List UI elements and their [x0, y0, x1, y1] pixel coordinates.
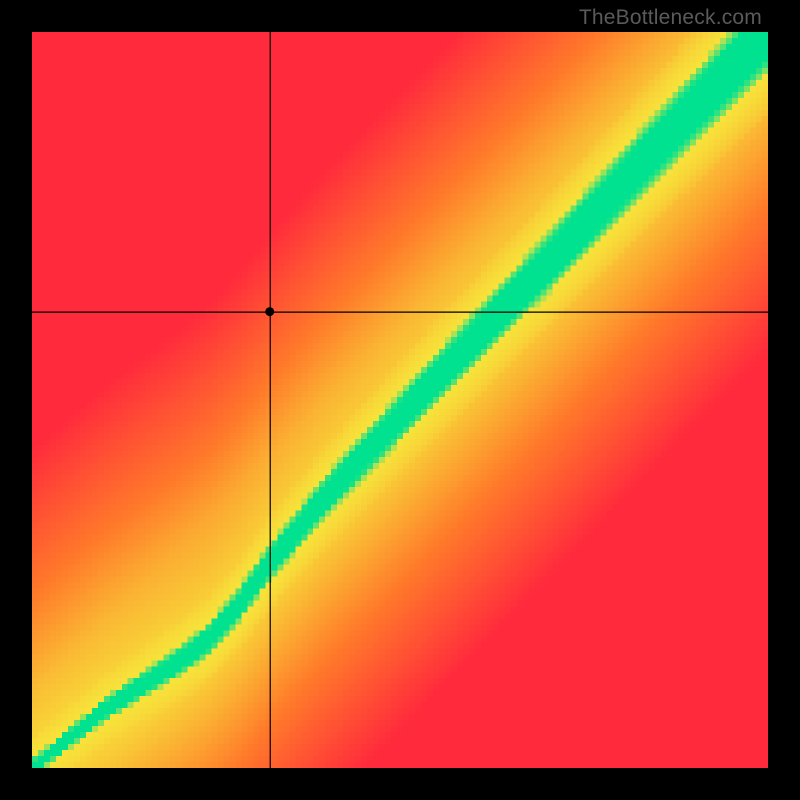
watermark-text: TheBottleneck.com	[579, 6, 762, 30]
crosshair-overlay	[32, 32, 768, 768]
chart-container: TheBottleneck.com	[0, 0, 800, 800]
